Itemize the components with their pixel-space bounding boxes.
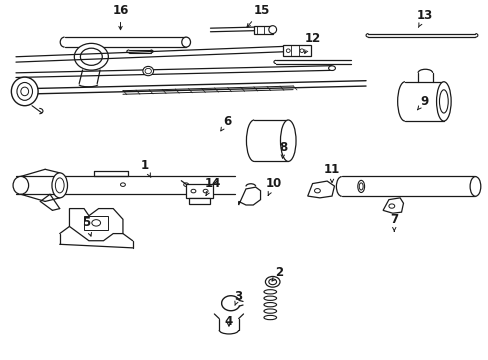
Text: 15: 15 (246, 4, 269, 27)
Text: 3: 3 (234, 289, 242, 305)
Bar (283, 45, 310, 57)
Ellipse shape (183, 183, 188, 186)
Ellipse shape (280, 120, 295, 161)
Text: 2: 2 (271, 266, 283, 281)
Text: 10: 10 (265, 177, 281, 195)
Polygon shape (238, 187, 260, 205)
Text: 13: 13 (415, 9, 432, 27)
Ellipse shape (264, 309, 276, 313)
Polygon shape (307, 181, 334, 198)
Ellipse shape (286, 49, 289, 53)
Ellipse shape (268, 26, 276, 33)
Ellipse shape (120, 183, 125, 186)
Text: 4: 4 (224, 315, 233, 328)
Ellipse shape (203, 189, 207, 193)
Ellipse shape (436, 82, 450, 121)
Text: 7: 7 (389, 213, 398, 231)
Ellipse shape (388, 204, 394, 208)
Ellipse shape (328, 66, 335, 71)
Ellipse shape (13, 176, 29, 194)
Ellipse shape (357, 180, 364, 193)
Ellipse shape (191, 189, 196, 193)
Ellipse shape (80, 48, 102, 65)
Bar (186, 184, 212, 198)
Ellipse shape (74, 43, 108, 70)
Text: 12: 12 (304, 32, 320, 53)
Text: 9: 9 (417, 95, 427, 110)
Ellipse shape (264, 302, 276, 307)
Text: 1: 1 (141, 159, 150, 177)
Ellipse shape (264, 315, 276, 320)
Ellipse shape (439, 90, 447, 113)
Ellipse shape (469, 177, 480, 196)
Bar (188, 198, 210, 204)
Bar (84, 216, 108, 230)
Ellipse shape (299, 49, 303, 53)
Ellipse shape (11, 77, 38, 106)
Ellipse shape (314, 189, 320, 193)
Text: 8: 8 (279, 141, 287, 158)
Ellipse shape (264, 290, 276, 294)
Ellipse shape (55, 178, 64, 193)
Ellipse shape (264, 296, 276, 300)
Bar (254, 26, 272, 33)
Ellipse shape (265, 276, 280, 287)
Text: 5: 5 (82, 216, 91, 236)
Ellipse shape (268, 279, 276, 285)
Polygon shape (382, 198, 403, 213)
Ellipse shape (289, 46, 296, 51)
Text: 11: 11 (323, 163, 340, 183)
Ellipse shape (17, 82, 32, 100)
Ellipse shape (92, 220, 101, 226)
Text: 16: 16 (112, 4, 128, 30)
Text: 14: 14 (204, 177, 221, 195)
Ellipse shape (52, 173, 67, 198)
Text: 6: 6 (220, 114, 231, 131)
Polygon shape (69, 208, 122, 241)
Ellipse shape (182, 37, 190, 47)
Ellipse shape (359, 183, 363, 190)
Ellipse shape (21, 87, 29, 96)
Ellipse shape (142, 66, 153, 76)
